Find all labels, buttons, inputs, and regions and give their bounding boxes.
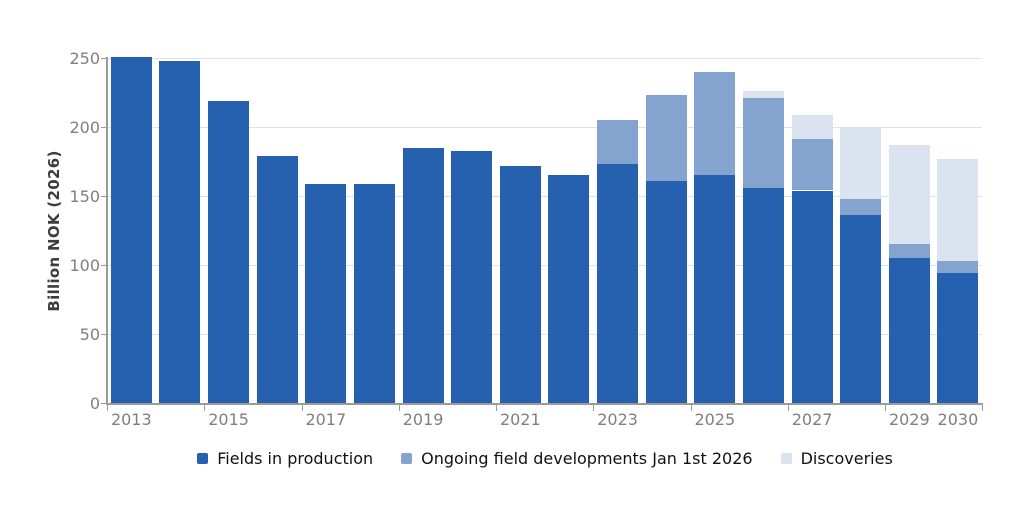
bar-segment-fields-in-2019 [402, 147, 444, 403]
y-tick-mark [101, 58, 107, 59]
legend-swatch-icon [780, 453, 792, 464]
bar-segment-fields-in-2014 [159, 60, 201, 403]
y-tick-label: 150 [69, 187, 100, 206]
bar-segment-ongoing-field-2028 [840, 198, 882, 216]
bar-segment-fields-in-2023 [597, 164, 639, 403]
bar-segment-ongoing-field-2024 [645, 95, 687, 181]
legend-label: Discoveries [800, 449, 893, 468]
y-axis-title: Billion NOK (2026) [45, 150, 63, 312]
x-tick-label: 2023 [597, 410, 638, 429]
bar-segment-fields-in-2021 [499, 165, 541, 403]
x-axis-line [106, 403, 983, 405]
y-axis-line [106, 57, 108, 403]
bar-segment-ongoing-field-2027 [791, 139, 833, 191]
y-gridline [107, 265, 982, 266]
x-tick-label: 2015 [208, 410, 249, 429]
y-gridline [107, 196, 982, 197]
x-tick-label: 2027 [791, 410, 833, 429]
x-tick-mark [885, 405, 886, 411]
bar-segment-fields-in-2013 [110, 56, 152, 403]
bar-segment-discoveries-2030 [937, 158, 979, 261]
y-gridline [107, 58, 982, 59]
y-gridline [107, 127, 982, 128]
x-tick-label: 2021 [499, 410, 541, 429]
y-tick-label: 0 [89, 394, 100, 413]
legend-item-1[interactable]: Fields in production [197, 449, 373, 468]
bar-segment-fields-in-2015 [208, 100, 250, 403]
y-gridline [107, 334, 982, 335]
x-tick-label: 2019 [402, 410, 444, 429]
bar-segment-discoveries-2028 [840, 128, 882, 199]
x-tick-mark [787, 405, 789, 411]
y-tick-mark [101, 403, 107, 404]
bar-segment-fields-in-2030 [937, 273, 979, 403]
y-tick-label: 250 [69, 49, 100, 68]
bar-segment-fields-in-2029 [888, 258, 930, 403]
x-tick-label: 2025 [694, 410, 736, 429]
bar-segment-fields-in-2022 [548, 175, 590, 403]
x-tick-mark [593, 405, 595, 411]
legend-item-3[interactable]: Discoveries [780, 449, 893, 468]
bar-segment-fields-in-2026 [742, 187, 784, 403]
bar-segment-ongoing-field-2026 [742, 98, 784, 188]
y-tick-mark [101, 127, 107, 128]
x-tick-mark [107, 405, 108, 411]
y-tick-label: 50 [79, 325, 100, 344]
bar-segment-fields-in-2025 [694, 175, 736, 403]
legend-label: Ongoing field developments Jan 1st 2026 [421, 449, 753, 468]
legend-swatch-icon [401, 453, 413, 464]
bar-segment-fields-in-2027 [791, 190, 833, 403]
bar-segment-discoveries-2027 [791, 114, 833, 140]
y-tick-mark [101, 334, 107, 335]
bar-segment-ongoing-field-2030 [937, 260, 979, 274]
legend: Fields in production Ongoing field develo… [107, 449, 983, 468]
bar-segment-fields-in-2018 [353, 183, 395, 403]
x-tick-label: 2013 [110, 410, 152, 429]
bar-segment-fields-in-2017 [305, 183, 347, 403]
bar-segment-fields-in-2028 [840, 215, 882, 403]
x-tick-mark [204, 405, 206, 411]
bar-segment-fields-in-2024 [645, 180, 687, 403]
y-tick-mark [101, 265, 107, 266]
legend-swatch-icon [197, 453, 209, 464]
bar-segment-fields-in-2016 [256, 156, 298, 403]
bar-segment-ongoing-field-2029 [888, 244, 930, 259]
x-tick-mark [690, 405, 692, 411]
bar-segment-ongoing-field-2025 [694, 71, 736, 176]
y-tick-mark [101, 196, 107, 197]
x-tick-mark [398, 405, 400, 411]
bar-segment-fields-in-2020 [451, 150, 493, 403]
x-tick-label: 2029 [888, 410, 930, 429]
bar-segment-ongoing-field-2023 [597, 120, 639, 165]
legend-item-2[interactable]: Ongoing field developments Jan 1st 2026 [401, 449, 753, 468]
bar-segment-discoveries-2026 [742, 91, 784, 98]
bar-segment-discoveries-2029 [888, 144, 930, 245]
y-tick-label: 100 [69, 256, 100, 275]
x-tick-label: 2017 [305, 410, 347, 429]
x-tick-label: 2030 [937, 410, 979, 429]
x-tick-mark [982, 405, 984, 411]
x-tick-mark [301, 405, 303, 411]
legend-label: Fields in production [217, 449, 374, 468]
y-tick-label: 200 [69, 118, 100, 137]
x-tick-mark [496, 405, 497, 411]
